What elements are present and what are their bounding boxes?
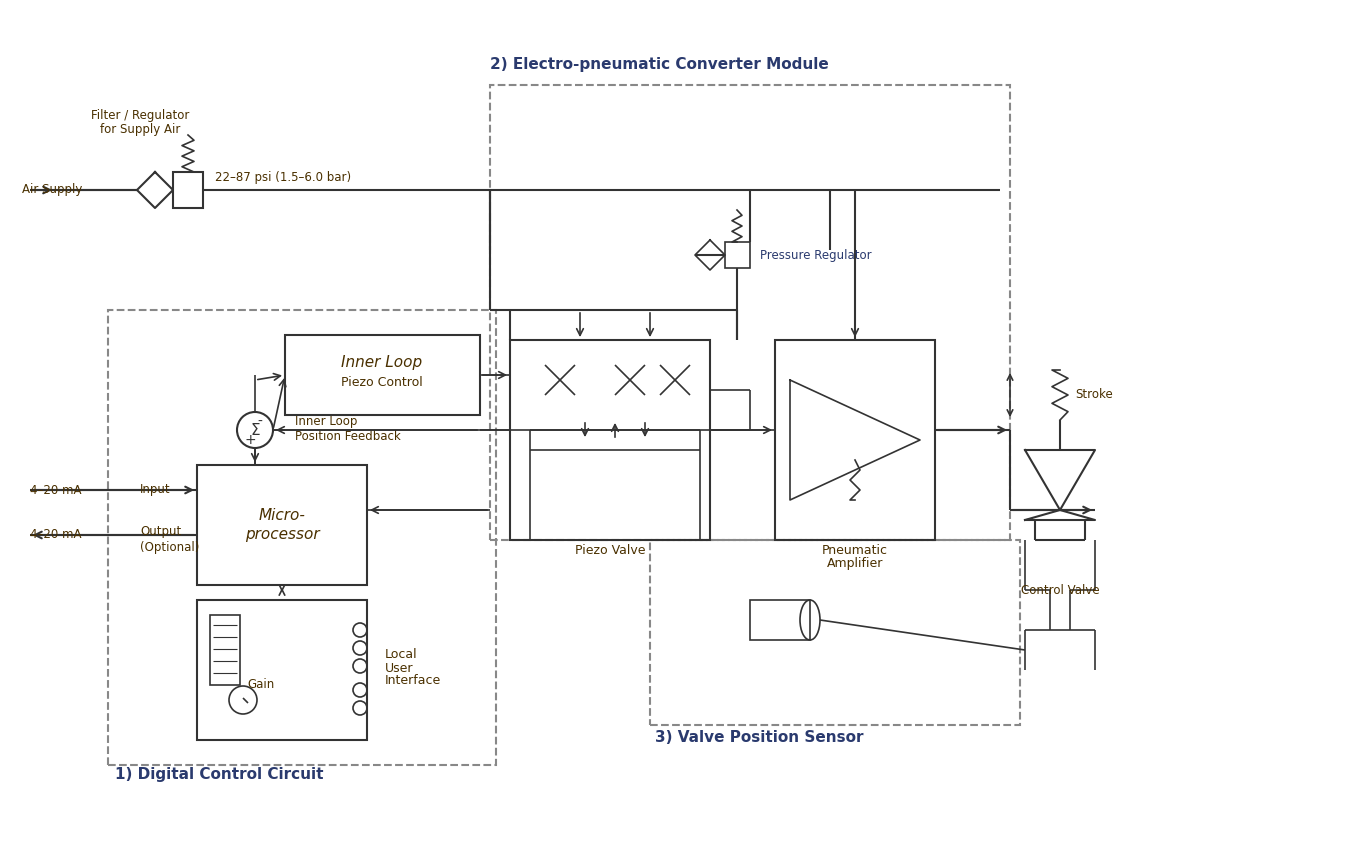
Text: 4–20 mA: 4–20 mA	[30, 528, 82, 542]
Text: 3) Valve Position Sensor: 3) Valve Position Sensor	[655, 730, 864, 745]
Text: for Supply Air: for Supply Air	[100, 124, 180, 137]
Text: Local: Local	[385, 649, 418, 661]
Text: (Optional): (Optional)	[139, 542, 200, 555]
Bar	[197, 600, 366, 740]
Text: 22–87 psi (1.5–6.0 bar): 22–87 psi (1.5–6.0 bar)	[215, 171, 351, 185]
Text: Interface: Interface	[385, 674, 442, 688]
Text: User: User	[385, 661, 413, 674]
Text: Gain: Gain	[247, 678, 275, 691]
Text: Pressure Regulator: Pressure Regulator	[760, 248, 872, 261]
Text: Inner Loop: Inner Loop	[342, 354, 422, 370]
Text: Air Supply: Air Supply	[22, 183, 82, 197]
Text: Input: Input	[139, 483, 171, 496]
Text: 1) Digital Control Circuit: 1) Digital Control Circuit	[115, 767, 324, 783]
Text: Position Feedback: Position Feedback	[295, 431, 401, 444]
Bar	[197, 465, 366, 585]
Text: 2) Electro-pneumatic Converter Module: 2) Electro-pneumatic Converter Module	[489, 58, 828, 72]
Text: $\Sigma$: $\Sigma$	[250, 422, 260, 438]
Bar	[211, 615, 241, 685]
Text: 4–20 mA: 4–20 mA	[30, 483, 82, 496]
Text: +: +	[245, 433, 256, 447]
Text: Micro-: Micro-	[258, 507, 305, 522]
Bar	[108, 310, 496, 765]
Text: Output: Output	[139, 526, 182, 538]
Text: Amplifier: Amplifier	[827, 556, 883, 570]
Text: Control Valve: Control Valve	[1021, 583, 1099, 596]
Bar	[489, 85, 1010, 540]
Bar	[750, 600, 811, 640]
Bar	[174, 172, 204, 208]
Text: Piezo Valve: Piezo Valve	[574, 544, 645, 556]
Text: Pneumatic: Pneumatic	[822, 544, 889, 556]
Text: -: -	[257, 415, 262, 429]
Text: Piezo Control: Piezo Control	[342, 376, 422, 388]
Bar	[284, 335, 480, 415]
Text: processor: processor	[245, 527, 320, 542]
Bar	[775, 340, 935, 540]
Bar	[649, 540, 1020, 725]
Text: Inner Loop: Inner Loop	[295, 416, 357, 428]
Bar	[510, 340, 709, 540]
Text: Stroke: Stroke	[1074, 388, 1113, 401]
Text: Filter / Regulator: Filter / Regulator	[90, 109, 189, 121]
Bar	[725, 242, 750, 268]
